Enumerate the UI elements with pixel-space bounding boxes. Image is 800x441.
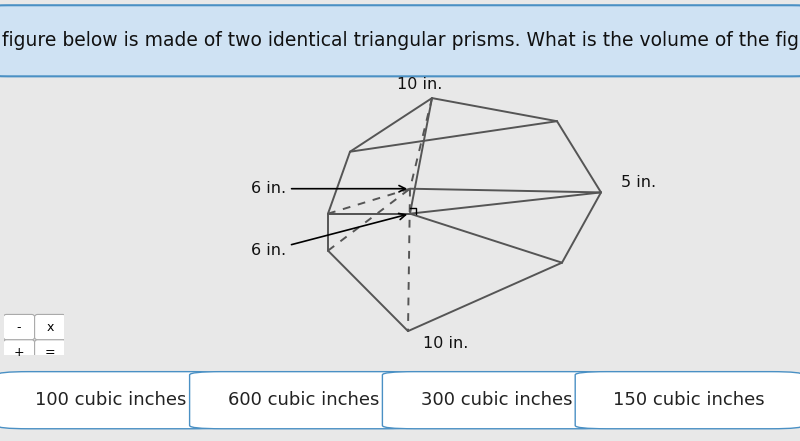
Text: 150 cubic inches: 150 cubic inches <box>614 391 765 409</box>
Text: 5 in.: 5 in. <box>622 175 657 190</box>
Text: 300 cubic inches: 300 cubic inches <box>421 391 572 409</box>
Text: x: x <box>46 321 54 333</box>
FancyBboxPatch shape <box>3 340 34 365</box>
Text: 100 cubic inches: 100 cubic inches <box>35 391 186 409</box>
Text: =: = <box>45 346 55 359</box>
FancyBboxPatch shape <box>575 372 800 429</box>
FancyBboxPatch shape <box>34 314 66 340</box>
Text: +: + <box>14 346 24 359</box>
Text: 10 in.: 10 in. <box>398 77 442 92</box>
FancyBboxPatch shape <box>34 340 66 365</box>
FancyBboxPatch shape <box>382 372 610 429</box>
Text: 6 in.: 6 in. <box>251 213 406 258</box>
Text: 600 cubic inches: 600 cubic inches <box>228 391 379 409</box>
FancyBboxPatch shape <box>0 372 225 429</box>
Text: 6 in.: 6 in. <box>251 181 406 196</box>
FancyBboxPatch shape <box>190 372 418 429</box>
FancyBboxPatch shape <box>0 5 800 76</box>
Text: 10 in.: 10 in. <box>423 336 469 351</box>
FancyBboxPatch shape <box>3 314 34 340</box>
Text: -: - <box>17 321 22 333</box>
Text: The figure below is made of two identical triangular prisms. What is the volume : The figure below is made of two identica… <box>0 31 800 50</box>
